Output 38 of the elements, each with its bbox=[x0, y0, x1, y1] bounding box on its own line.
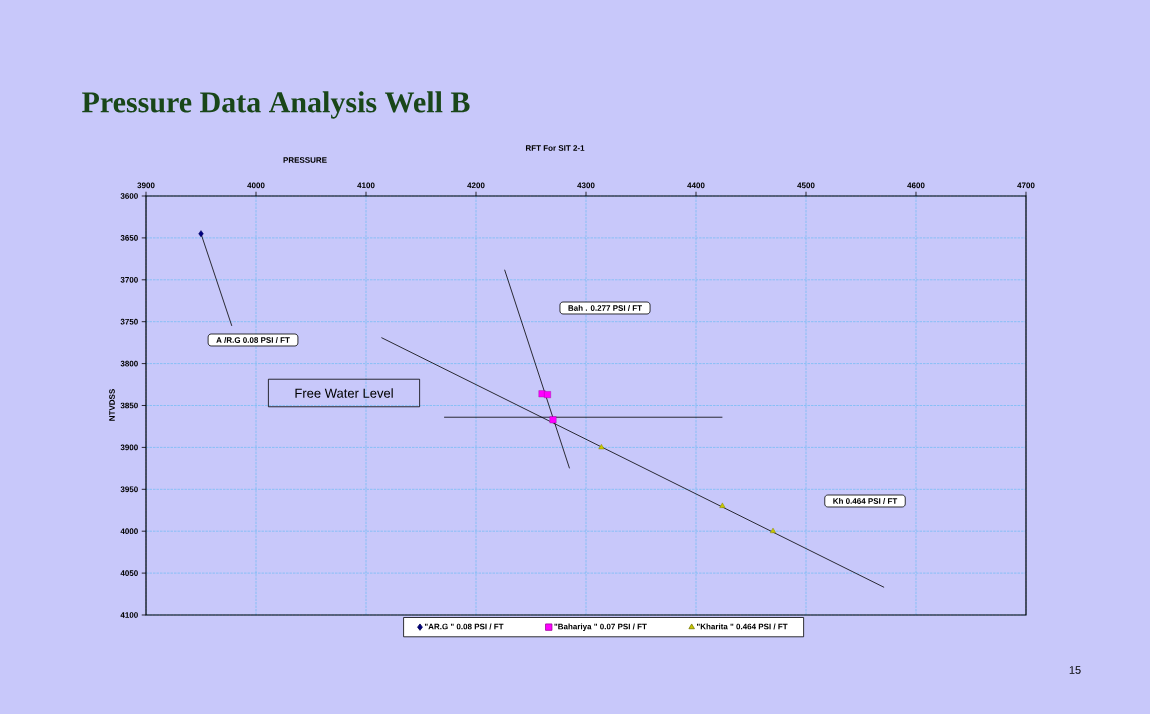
y-tick-label: 3650 bbox=[120, 235, 138, 241]
text: 15 bbox=[1069, 666, 1081, 674]
y-tick-label: 3850 bbox=[120, 402, 138, 409]
point bbox=[719, 502, 726, 508]
chart-subtitle: RFT For SIT 2-1 bbox=[525, 145, 585, 151]
y-axis-title: NTVDSS bbox=[109, 389, 115, 421]
y-tick-label: 3700 bbox=[120, 276, 138, 283]
x-tick-label: 4600 bbox=[907, 182, 925, 189]
x-tick-label: 4400 bbox=[687, 182, 705, 189]
x-tick-label: 4200 bbox=[467, 182, 485, 189]
point bbox=[770, 527, 776, 533]
x-tick-label: 4300 bbox=[577, 182, 595, 189]
y-tick-label: 4050 bbox=[120, 570, 138, 576]
y-tick-label: 3800 bbox=[120, 360, 138, 367]
legend-label: "Kharita " 0.464 PSI / FT bbox=[696, 623, 788, 630]
annotation: Kh 0.464 PSI / FT bbox=[833, 498, 898, 504]
legend-label: "Bahariya " 0.07 PSI / FT bbox=[554, 623, 647, 631]
annotation: Bah . 0.277 PSI / FT bbox=[568, 305, 642, 311]
point bbox=[598, 444, 605, 450]
y-tick-label: 4100 bbox=[120, 612, 138, 618]
y-tick-label: 3600 bbox=[120, 193, 138, 199]
point bbox=[549, 416, 557, 424]
y-tick-label: 3750 bbox=[120, 318, 138, 325]
chart-title: Pressure Data Analysis Well B bbox=[82, 91, 470, 119]
annotation: Free Water Level bbox=[295, 388, 393, 398]
y-tick-label: 4000 bbox=[120, 528, 138, 535]
x-tick-label: 3900 bbox=[137, 182, 155, 189]
y-tick-label: 3950 bbox=[120, 486, 138, 493]
annotation: A /R.G 0.08 PSI / FT bbox=[216, 337, 290, 343]
x-tick-label: 4100 bbox=[357, 182, 375, 189]
point bbox=[544, 391, 551, 399]
x-axis-title: PRESSURE bbox=[283, 157, 327, 163]
x-tick-label: 4700 bbox=[1017, 182, 1035, 189]
x-tick-label: 4500 bbox=[797, 182, 815, 189]
legend-label: "AR.G " 0.08 PSI / FT bbox=[424, 623, 504, 630]
point bbox=[198, 230, 204, 238]
x-tick-label: 4000 bbox=[247, 182, 265, 189]
y-tick-label: 3900 bbox=[120, 444, 138, 451]
